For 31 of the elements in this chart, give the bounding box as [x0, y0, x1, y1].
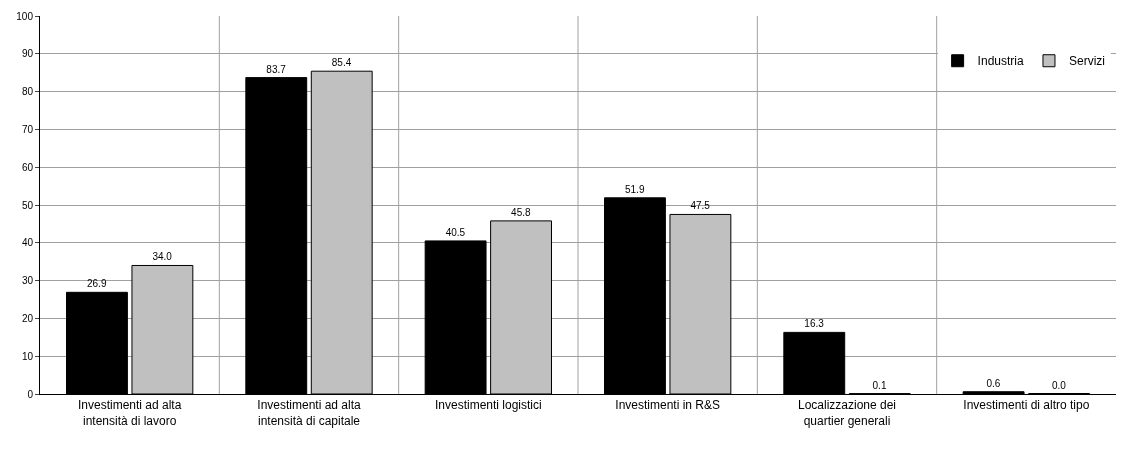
data-label: 51.9: [624, 183, 645, 195]
legend-label: Servizi: [1068, 54, 1105, 69]
y-tick-label: 50: [21, 199, 34, 211]
data-label: 0.6: [986, 377, 1001, 389]
data-label: 40.5: [445, 226, 466, 238]
data-label: 26.9: [86, 278, 107, 290]
y-tick-label: 40: [21, 237, 34, 249]
data-label: 83.7: [266, 63, 287, 75]
y-tick-label: 10: [21, 350, 34, 362]
data-label: 85.4: [331, 57, 352, 69]
legend-label: Industria: [977, 54, 1024, 69]
x-tick-label: Investimenti di altro tipo: [963, 398, 1090, 413]
x-tick-label: Investimenti ad alta intensità di capitale: [257, 398, 362, 428]
y-tick-label: 70: [21, 123, 34, 135]
data-label: 34.0: [152, 251, 173, 263]
x-tick-label: Investimenti in R&S: [615, 398, 721, 413]
y-tick-label: 0: [27, 388, 34, 400]
y-tick-label: 60: [21, 161, 34, 173]
y-tick-label: 100: [16, 10, 34, 22]
x-tick-label: Investimenti logistici: [434, 398, 542, 413]
y-tick-label: 80: [21, 86, 34, 98]
x-tick-label: Localizzazione dei quartier generali: [797, 398, 897, 428]
data-label: 16.3: [804, 318, 825, 330]
data-label: 0.1: [872, 379, 887, 391]
y-tick-label: 20: [21, 312, 34, 324]
data-label: 47.5: [690, 200, 711, 212]
y-tick-label: 30: [21, 275, 34, 287]
data-label: 0.0: [1051, 380, 1067, 391]
x-tick-label: Investimenti ad alta intensità di lavoro: [77, 398, 182, 428]
data-label: 45.8: [511, 206, 532, 218]
y-tick-label: 90: [21, 48, 34, 60]
